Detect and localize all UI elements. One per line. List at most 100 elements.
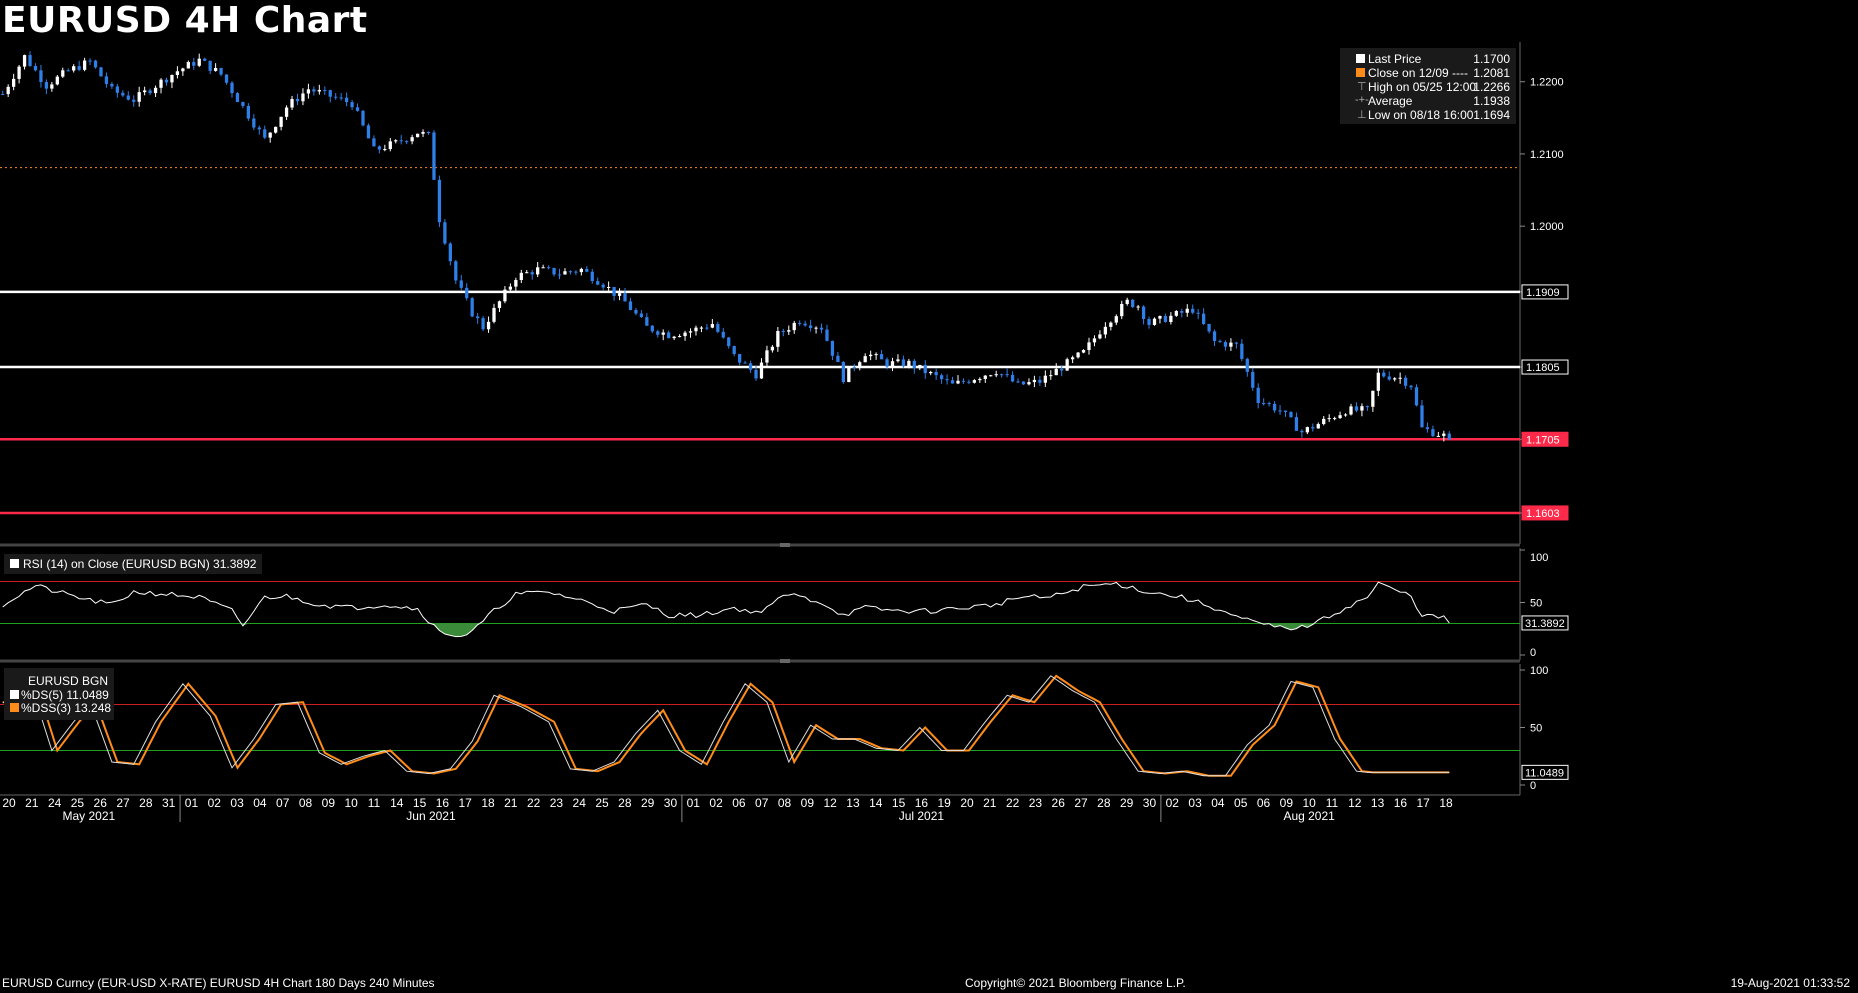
footer-copyright: Copyright© 2021 Bloomberg Finance L.P. (965, 976, 1186, 990)
candle-body (1305, 427, 1309, 433)
candle-body (323, 90, 327, 92)
candle-body (738, 353, 742, 363)
candle-body (115, 86, 119, 93)
candle-body (12, 78, 16, 87)
candle-body (1343, 414, 1348, 416)
candle-body (1409, 385, 1413, 388)
dss-current-box (1521, 764, 1569, 780)
rsi-legend: RSI (14) on Close (EURUSD BGN) 31.3892 (4, 554, 263, 574)
candle-body (454, 261, 458, 281)
x-tick-label: 27 (116, 796, 130, 810)
candle-body (803, 323, 807, 326)
low-marker-icon: ⊥ (1357, 109, 1367, 121)
x-tick-label: 20 (960, 796, 974, 810)
candle-body (1092, 338, 1097, 343)
rsi-tick-label: 50 (1530, 598, 1542, 610)
legend-row-last-price: Last Price 1.1700 (1344, 52, 1514, 66)
legend-value: 1.2266 (1473, 80, 1510, 94)
candle-body (645, 317, 649, 326)
candle-body (350, 102, 354, 108)
candle-body (1267, 403, 1271, 405)
candle-body (492, 307, 496, 322)
candle-body (929, 372, 933, 374)
divider-handle-2[interactable] (780, 659, 790, 663)
x-tick-label: 16 (1394, 796, 1408, 810)
candle-body (175, 71, 180, 76)
candle-body (1354, 406, 1359, 411)
x-tick-label: 07 (755, 796, 769, 810)
candle-body (705, 327, 709, 329)
candle-body (945, 379, 949, 381)
x-tick-label: 08 (299, 796, 313, 810)
footer-security-info: EURUSD Curncy (EUR-USD X-RATE) EURUSD 4H… (2, 976, 435, 990)
legend-label: High on 05/25 12:00 (1368, 80, 1477, 94)
candle-body (1442, 433, 1446, 436)
candle-body (1060, 368, 1064, 371)
dss-current-text: 11.0489 (1525, 767, 1564, 779)
x-tick-label: 09 (801, 796, 815, 810)
legend-value: 1.1938 (1473, 94, 1510, 108)
ds-legend-label: %DS(5) 11.0489 (21, 688, 109, 702)
candle-body (465, 287, 469, 299)
candle-body (617, 293, 622, 296)
candle-body (1294, 417, 1299, 431)
candle-body (661, 332, 665, 335)
candle-body (1207, 323, 1211, 332)
candle-body (956, 380, 960, 384)
candle-body (1365, 406, 1370, 408)
candle-body (1027, 382, 1031, 385)
dss-legend-title: EURUSD BGN (28, 674, 109, 688)
candle-body (1016, 381, 1020, 383)
candle-body (808, 325, 813, 328)
candle-body (159, 79, 163, 88)
candle-body (907, 360, 911, 367)
candle-body (77, 66, 81, 70)
candle-body (355, 107, 360, 111)
candle-body (879, 354, 884, 360)
candle-body (710, 324, 714, 328)
candle-body (213, 68, 218, 71)
orange-square-icon (1356, 68, 1365, 77)
x-tick-label: 30 (1143, 796, 1157, 810)
white-square-icon (10, 690, 19, 699)
candle-body (656, 331, 660, 335)
x-tick-label: 17 (1417, 796, 1431, 810)
x-tick-label: 04 (1211, 796, 1225, 810)
x-tick-label: 18 (481, 796, 495, 810)
dss-level-lines (0, 704, 1520, 751)
candle-body (1272, 403, 1277, 411)
legend-value: 1.1694 (1473, 108, 1510, 122)
x-tick-label: 02 (208, 796, 222, 810)
candle-body (394, 140, 398, 142)
x-tick-label: 29 (641, 796, 655, 810)
candle-body (972, 380, 977, 383)
x-tick-label: 01 (687, 796, 701, 810)
candle-body (590, 271, 594, 282)
candle-body (268, 132, 272, 138)
candle-body (257, 127, 261, 130)
candle-body (1425, 427, 1430, 430)
candle-body (55, 76, 59, 85)
candle-body (694, 327, 698, 332)
candle-body (699, 327, 704, 329)
candle-body (1212, 331, 1217, 342)
x-tick-label: 15 (413, 796, 427, 810)
candle-body (475, 316, 480, 319)
x-month-label: Aug 2021 (1283, 809, 1335, 823)
rsi-legend-label: RSI (14) on Close (EURUSD BGN) 31.3892 (23, 557, 257, 571)
x-tick-label: 06 (1257, 796, 1271, 810)
candle-body (901, 359, 906, 367)
candle-body (99, 67, 103, 77)
candle-body (312, 89, 316, 92)
divider-handle-1[interactable] (780, 543, 790, 547)
candle-body (1338, 415, 1342, 419)
rsi-level-lines (0, 581, 1520, 624)
candle-body (1163, 315, 1168, 323)
footer-timestamp: 19-Aug-2021 01:33:52 (1730, 976, 1850, 990)
x-tick-label: 10 (1302, 796, 1316, 810)
candle-body (1223, 342, 1228, 347)
candle-body (22, 55, 27, 67)
candle-body (1169, 315, 1173, 323)
candle-body (164, 79, 169, 83)
candle-body (989, 375, 993, 377)
